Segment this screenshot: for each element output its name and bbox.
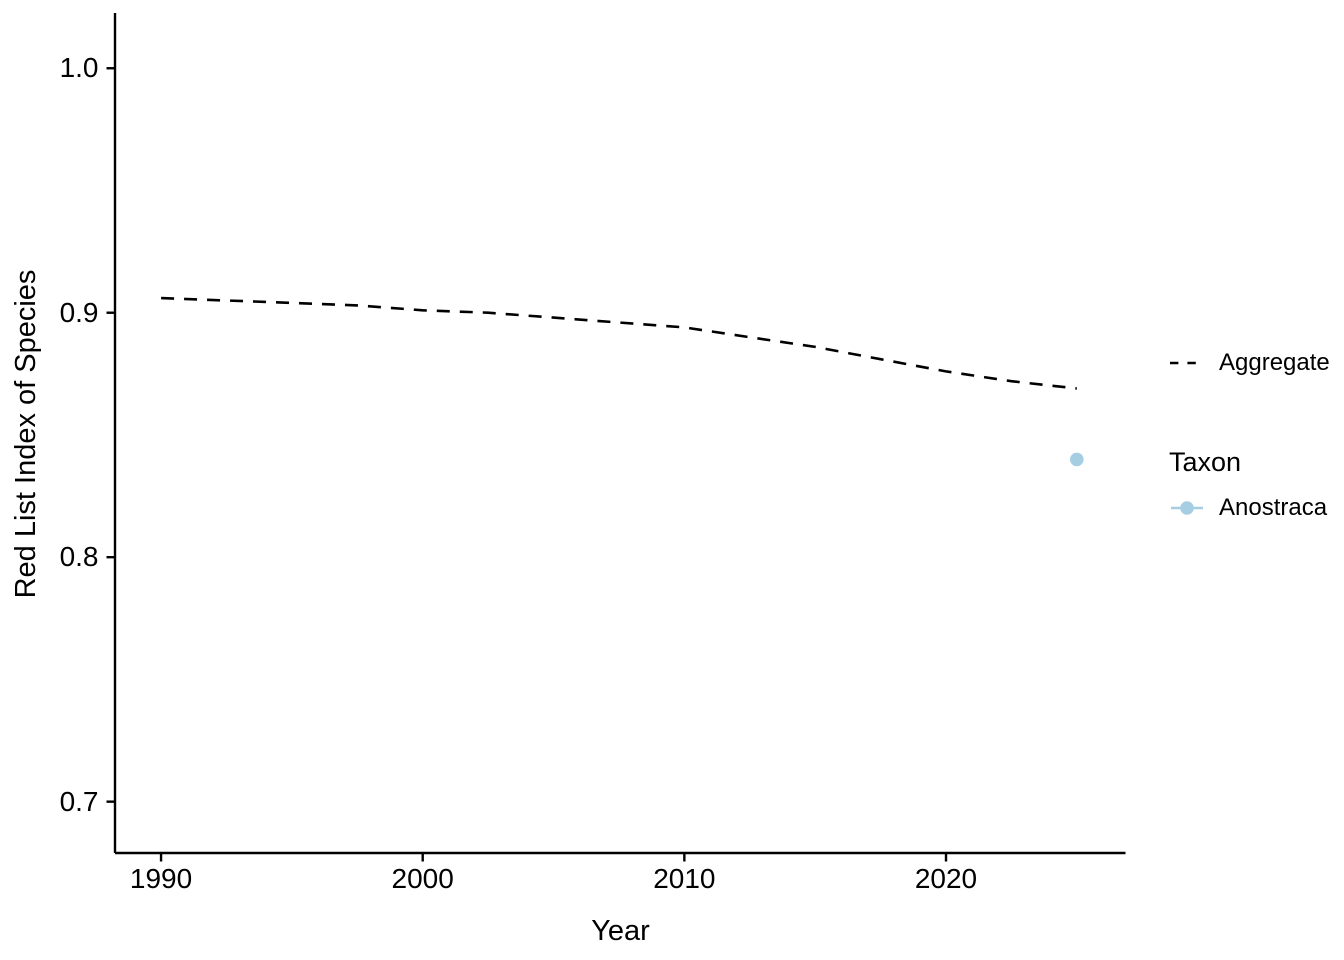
x-tick-label: 2020: [914, 863, 978, 894]
anostraca-data-point: [1070, 452, 1084, 467]
legend-anostraca-key: [1171, 501, 1203, 515]
anostraca-point-series: [1070, 452, 1084, 467]
y-tick-label: 1.0: [59, 52, 99, 84]
x-tick-label: 2010: [653, 863, 716, 894]
y-tick-label: 0.7: [59, 785, 99, 817]
legend-aggregate-label: Aggregate: [1219, 349, 1330, 376]
x-tick-label: 1990: [129, 863, 193, 894]
aggregate-dashed-line-series: [161, 296, 1077, 390]
x-axis-title: Year: [591, 915, 650, 947]
legend-taxon-title: Taxon: [1169, 447, 1242, 477]
legend-anostraca-label: Anostraca: [1219, 494, 1328, 521]
y-axis-title: Red List Index of Species: [10, 269, 42, 599]
y-tick-label: 0.8: [59, 541, 99, 573]
x-tick-label: 2000: [391, 863, 454, 894]
legend-anostraca-point-glyph: [1180, 501, 1194, 515]
axis-tick-marks: [106, 67, 948, 862]
y-tick-label: 0.9: [59, 296, 99, 328]
